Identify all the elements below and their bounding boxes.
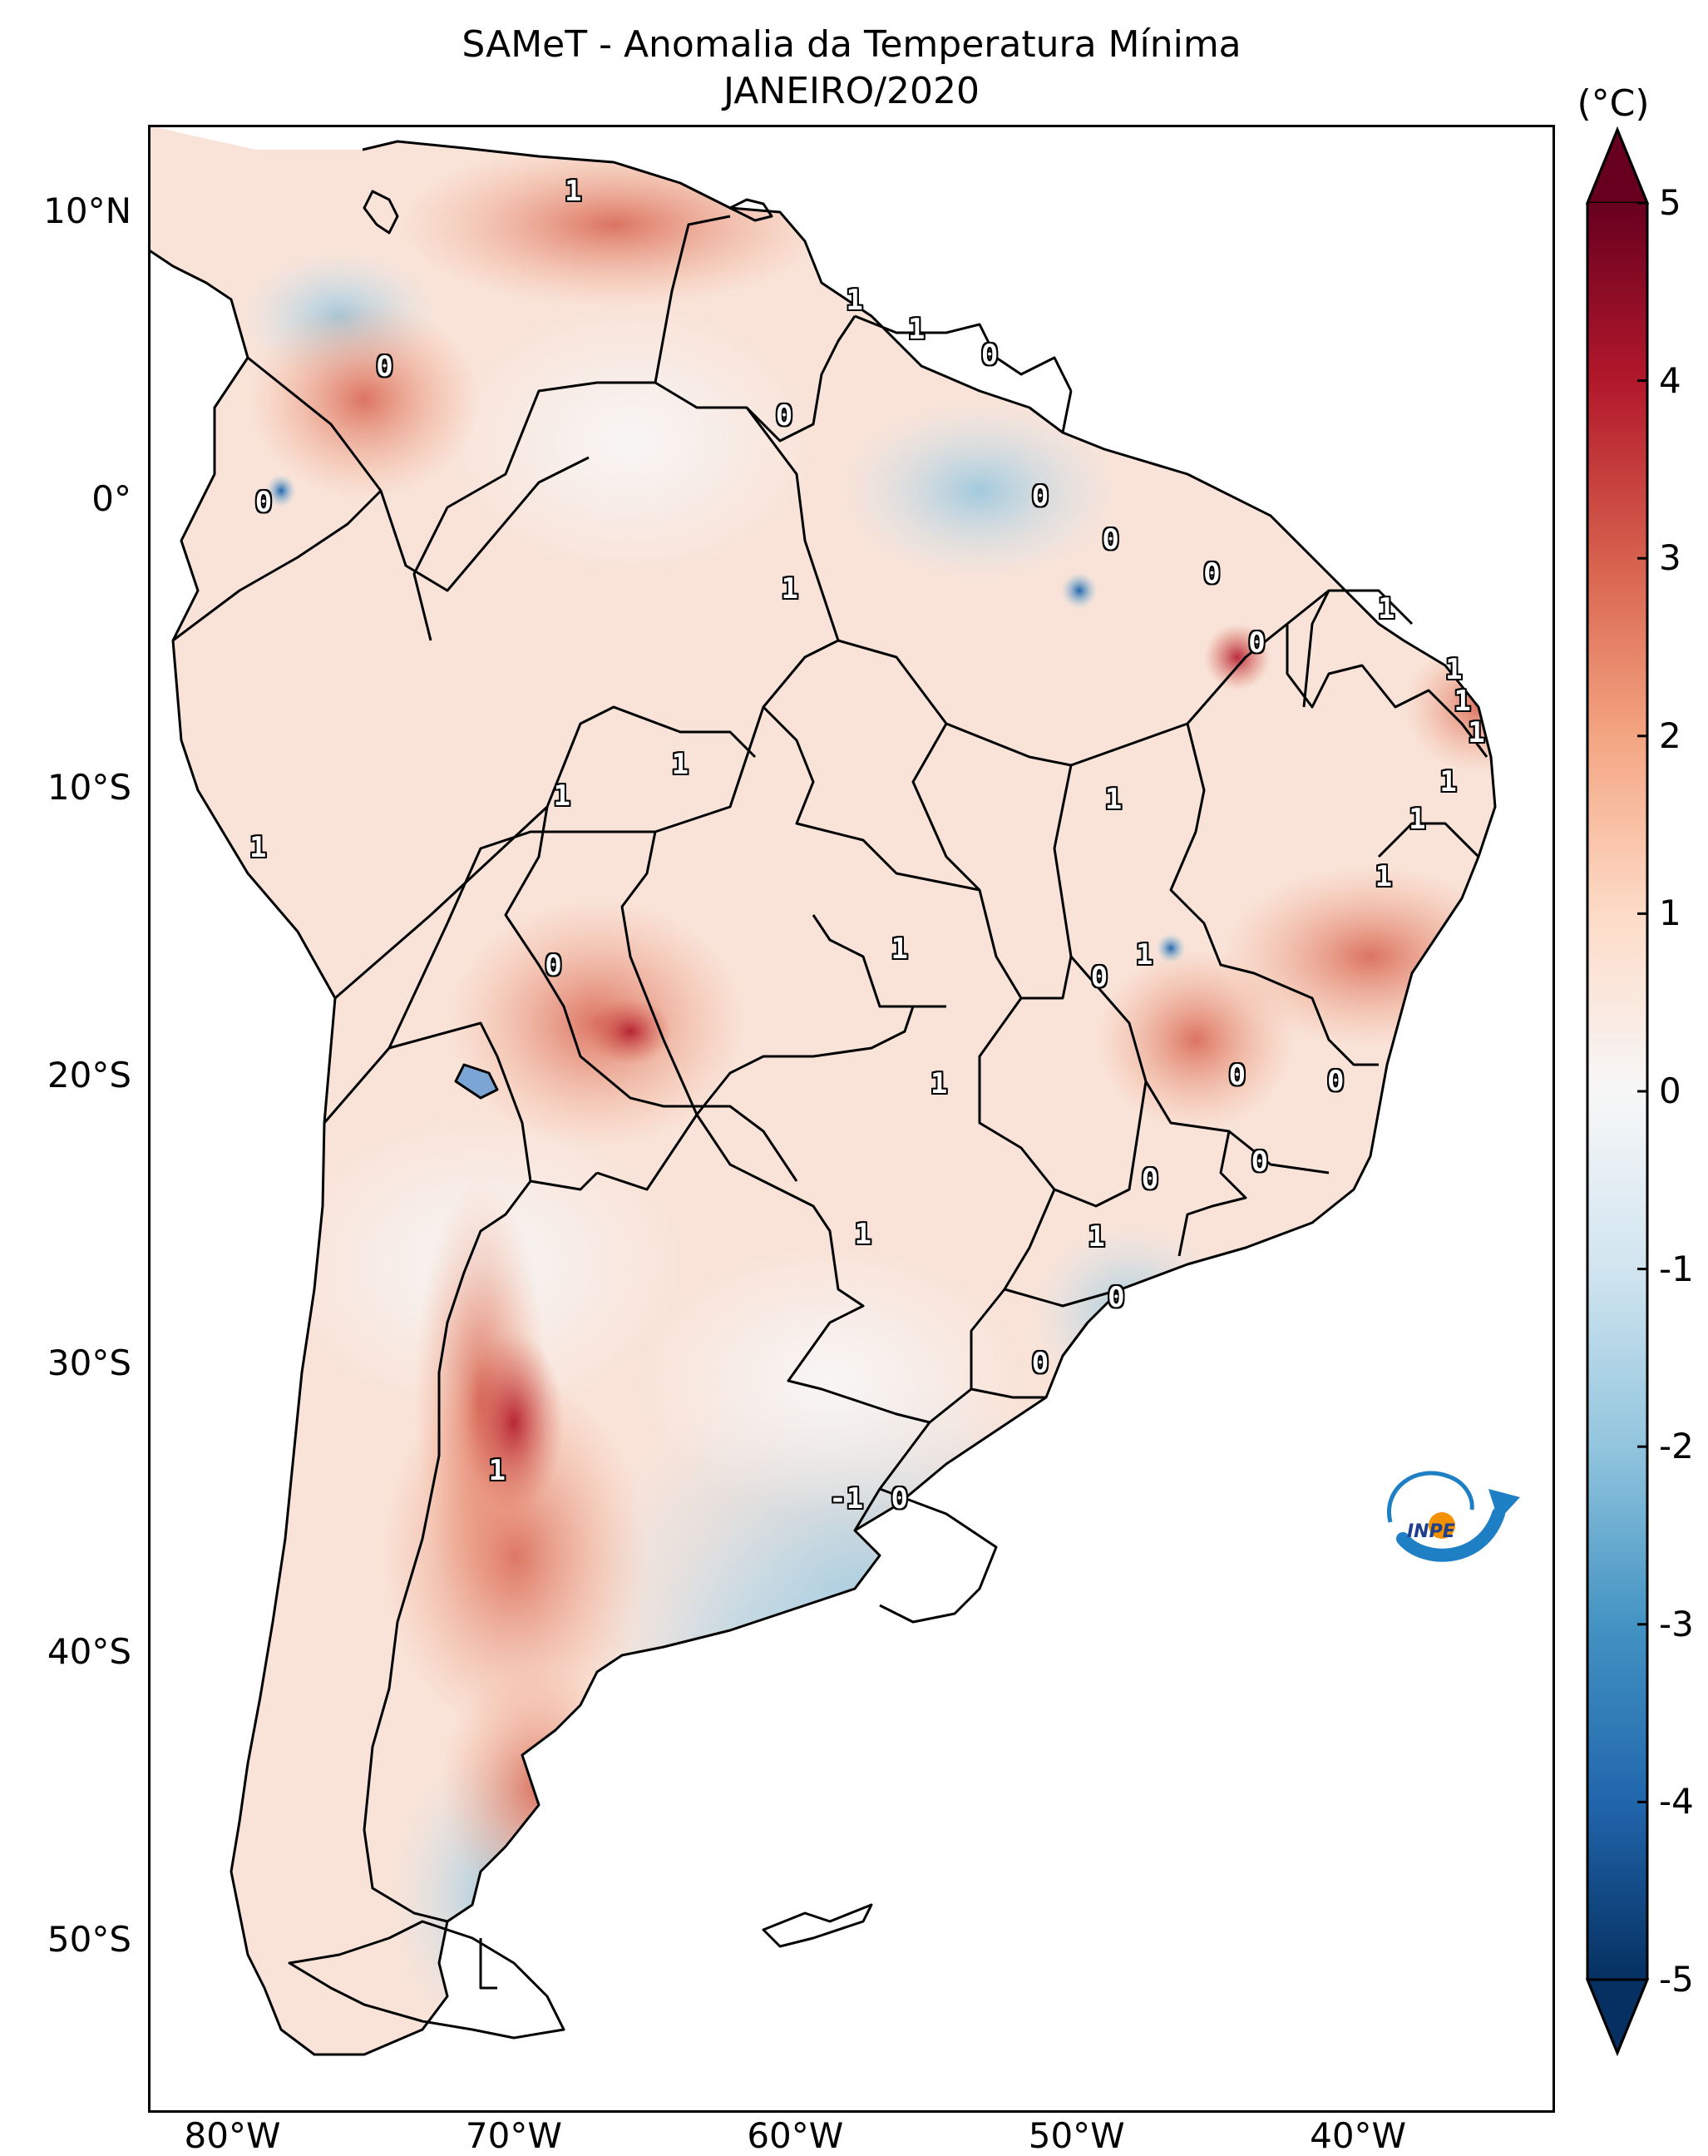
contour-label: 1 [1104,782,1123,816]
contour-label: 0 [1031,479,1049,513]
contour-label: 1 [1445,652,1463,686]
map-canvas [148,125,1555,2113]
y-tick-label: 40°S [47,1630,131,1672]
map-subtitle: JANEIRO/2020 [723,70,980,112]
contour-label: 0 [1228,1059,1246,1093]
contour-label: 1 [249,831,267,865]
contour-label: 1 [1135,937,1153,972]
contour-label: 0 [376,349,393,383]
x-tick-label: 70°W [465,2115,562,2156]
contour-label: 0 [1203,557,1221,591]
y-tick-label: 10°S [47,766,131,808]
colorbar-tick-label: 4 [1659,359,1681,401]
colorbar-tick-label: 1 [1659,893,1681,934]
contour-label: 0 [1141,1162,1159,1196]
colorbar [1585,126,1650,2056]
contour-label: 0 [1102,522,1119,556]
contour-label: 1 [781,571,799,606]
contour-label: 1 [488,1453,506,1487]
contour-label: 1 [1409,802,1426,836]
contour-label: 0 [980,339,999,373]
contour-label: 1 [1088,1220,1105,1254]
inpe-logo-text: INPE [1407,1521,1455,1542]
y-tick-label: 10°N [43,190,131,231]
contour-label: 1 [891,932,908,966]
contour-label: 0 [1251,1145,1269,1179]
contour-label: -1 [829,1482,864,1516]
colorbar-tick-label: -5 [1659,1959,1694,2000]
colorbar-unit: (°C) [1577,82,1650,125]
contour-label: 0 [545,949,562,983]
y-tick-label: 50°S [47,1919,131,1961]
contour-label: 1 [671,747,689,781]
contour-label: 1 [1454,684,1471,718]
contour-label: 1 [1377,591,1395,626]
colorbar-tick-label: 3 [1659,537,1681,579]
colorbar-tick-label: -4 [1659,1781,1694,1822]
contour-label: 0 [775,398,793,433]
country-borders [148,140,1497,2056]
contour-label: 1 [846,284,863,318]
contour-label: 0 [891,1482,908,1516]
colorbar-tick-label: 5 [1659,182,1681,223]
contour-label: 1 [1375,860,1393,894]
contour-label: 0 [1090,961,1108,995]
colorbar-tick-label: -2 [1659,1426,1694,1467]
y-tick-label: 30°S [47,1343,131,1384]
contour-label: 0 [254,485,273,519]
x-tick-label: 80°W [184,2115,281,2156]
colorbar-min-arrow [1585,1978,1650,2056]
contour-label: 1 [564,174,582,208]
contour-label: 0 [1327,1064,1345,1098]
map-panel [148,125,1555,2113]
colorbar-tick-label: -1 [1659,1248,1694,1289]
x-tick-label: 50°W [1028,2115,1125,2156]
contour-label: 0 [1248,626,1266,660]
contour-label: 0 [1031,1347,1049,1381]
map-frame [148,125,1555,2113]
inpe-logo: INPE [1387,1471,1520,1562]
contour-label: 1 [1468,715,1485,749]
colorbar-tick-label: -3 [1659,1603,1694,1644]
y-tick-label: 0° [91,478,131,520]
y-tick-label: 20°S [47,1055,131,1096]
x-tick-label: 40°W [1310,2115,1407,2156]
map-title: SAMeT - Anomalia da Temperatura Mínima [462,23,1242,66]
contour-label: 1 [930,1067,948,1101]
contour-label: 1 [1439,764,1457,799]
contour-label: 1 [854,1217,872,1251]
contour-label: 1 [553,779,570,813]
colorbar-tick-label: 0 [1659,1071,1681,1111]
colorbar-tick-label: 2 [1659,715,1681,756]
colorbar-max-arrow [1585,126,1650,205]
x-tick-label: 60°W [747,2115,844,2156]
colorbar-tick-marks [1637,201,1647,1981]
contour-label: 0 [1108,1280,1125,1314]
contour-label: 1 [907,312,926,346]
